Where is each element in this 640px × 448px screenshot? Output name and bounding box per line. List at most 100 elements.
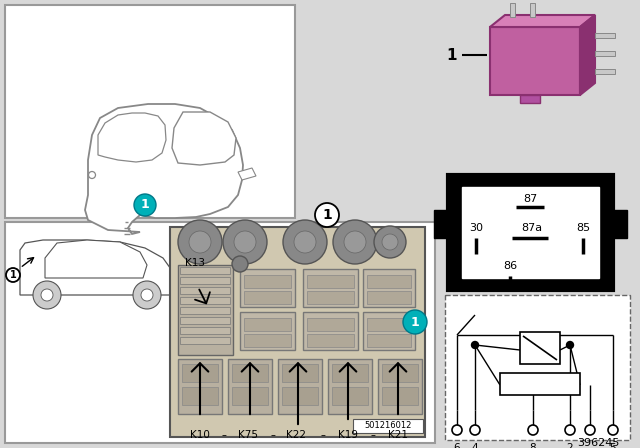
Bar — [363, 312, 415, 350]
Bar — [434, 210, 450, 238]
Bar — [448, 175, 613, 290]
Text: K21: K21 — [388, 430, 408, 440]
Bar — [182, 364, 218, 382]
Bar — [595, 69, 615, 74]
Bar — [182, 387, 218, 405]
Circle shape — [234, 231, 256, 253]
Bar — [500, 373, 580, 395]
Polygon shape — [490, 27, 580, 95]
Bar — [367, 291, 411, 304]
Circle shape — [472, 341, 479, 349]
Text: 1: 1 — [10, 270, 17, 280]
Bar — [530, 3, 535, 17]
Circle shape — [178, 220, 222, 264]
Bar — [307, 291, 354, 304]
Bar — [303, 312, 358, 350]
Bar — [445, 295, 630, 440]
Bar — [180, 317, 230, 324]
Bar — [180, 307, 230, 314]
Bar — [240, 269, 295, 307]
Polygon shape — [490, 15, 595, 27]
Circle shape — [232, 256, 248, 272]
Bar — [611, 210, 627, 238]
Circle shape — [315, 203, 339, 227]
Circle shape — [283, 220, 327, 264]
Text: K13: K13 — [185, 258, 205, 268]
Bar — [382, 387, 418, 405]
Text: 1: 1 — [141, 198, 149, 211]
Text: K22: K22 — [286, 430, 306, 440]
Text: 1: 1 — [322, 208, 332, 222]
Text: 5: 5 — [610, 443, 616, 448]
Bar — [510, 3, 515, 17]
Bar — [520, 332, 560, 364]
Bar — [307, 334, 354, 347]
Text: 6: 6 — [454, 443, 460, 448]
Text: K75: K75 — [238, 430, 258, 440]
Circle shape — [344, 231, 366, 253]
Bar — [367, 318, 411, 331]
Circle shape — [565, 425, 575, 435]
Circle shape — [88, 172, 95, 178]
Circle shape — [528, 425, 538, 435]
Text: 87a: 87a — [522, 223, 543, 233]
Polygon shape — [45, 240, 147, 278]
Circle shape — [608, 425, 618, 435]
Bar — [595, 33, 615, 38]
Polygon shape — [20, 240, 175, 295]
Text: 8: 8 — [530, 443, 536, 448]
Text: 4: 4 — [472, 443, 478, 448]
Bar — [244, 275, 291, 288]
Bar — [363, 269, 415, 307]
Bar — [378, 359, 422, 414]
Text: 87: 87 — [523, 194, 537, 204]
Bar — [5, 5, 295, 218]
Text: –: – — [321, 430, 325, 440]
Polygon shape — [172, 112, 236, 165]
Circle shape — [6, 268, 20, 282]
Bar — [382, 364, 418, 382]
Bar — [5, 222, 435, 443]
Bar — [180, 277, 230, 284]
Bar — [307, 318, 354, 331]
Bar — [595, 51, 615, 56]
Circle shape — [294, 231, 316, 253]
Text: 1: 1 — [447, 47, 457, 63]
Bar — [180, 297, 230, 304]
Bar — [332, 364, 368, 382]
Circle shape — [566, 341, 573, 349]
Bar — [244, 334, 291, 347]
Circle shape — [374, 226, 406, 258]
Circle shape — [585, 425, 595, 435]
Polygon shape — [238, 168, 256, 180]
Circle shape — [189, 231, 211, 253]
Circle shape — [134, 194, 156, 216]
Text: –: – — [371, 430, 376, 440]
Text: 86: 86 — [503, 261, 517, 271]
Text: 396245: 396245 — [578, 438, 620, 448]
Circle shape — [333, 220, 377, 264]
Text: 1: 1 — [411, 315, 419, 328]
Polygon shape — [580, 15, 595, 95]
Bar — [278, 359, 322, 414]
Polygon shape — [85, 104, 243, 234]
Bar — [232, 364, 268, 382]
Text: K10: K10 — [190, 430, 210, 440]
Polygon shape — [520, 95, 540, 103]
Text: 30: 30 — [469, 223, 483, 233]
Circle shape — [452, 425, 462, 435]
Bar — [303, 269, 358, 307]
Circle shape — [133, 281, 161, 309]
Circle shape — [33, 281, 61, 309]
Circle shape — [223, 220, 267, 264]
Circle shape — [41, 289, 53, 301]
Bar — [462, 187, 599, 278]
Bar — [367, 275, 411, 288]
Bar — [170, 227, 425, 437]
Bar — [228, 359, 272, 414]
Text: 501216012: 501216012 — [364, 422, 412, 431]
Text: –: – — [221, 430, 227, 440]
Bar — [244, 318, 291, 331]
Bar — [180, 267, 230, 274]
Bar — [282, 364, 318, 382]
